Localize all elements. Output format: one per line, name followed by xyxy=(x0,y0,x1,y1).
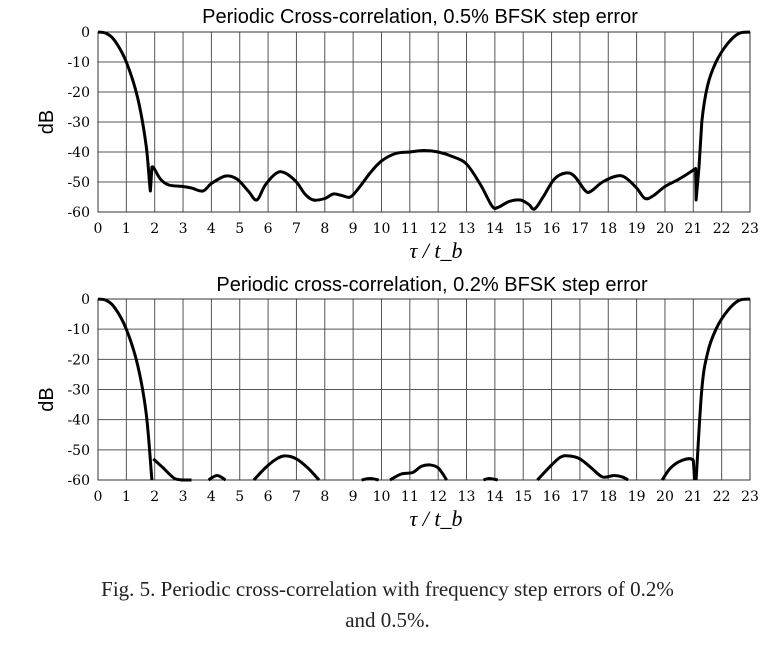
chart-title: Periodic Cross-correlation, 0.5% BFSK st… xyxy=(202,6,638,28)
y-tick-label: 0 xyxy=(81,292,90,308)
y-tick-label: 0 xyxy=(81,25,90,41)
x-tick-label: 19 xyxy=(628,221,646,237)
x-tick-label: 17 xyxy=(571,489,589,505)
data-line xyxy=(152,457,192,482)
data-line xyxy=(483,477,499,482)
chart-1: Periodic Cross-correlation, 0.5% BFSK st… xyxy=(36,6,759,263)
x-tick-label: 7 xyxy=(292,489,301,505)
chart-2: Periodic cross-correlation, 0.2% BFSK st… xyxy=(36,274,759,531)
data-line xyxy=(97,297,154,481)
x-tick-label: 14 xyxy=(486,489,504,505)
y-tick-label: -30 xyxy=(67,115,90,131)
x-tick-label: 19 xyxy=(628,489,646,505)
x-tick-label: 23 xyxy=(741,221,759,237)
chart-title: Periodic cross-correlation, 0.2% BFSK st… xyxy=(216,274,648,296)
caption-line-2: and 0.5%. xyxy=(345,608,430,632)
x-tick-label: 10 xyxy=(373,489,391,505)
x-tick-label: 21 xyxy=(684,489,702,505)
x-tick-label: 13 xyxy=(458,489,476,505)
x-tick-label: 1 xyxy=(122,489,131,505)
x-tick-label: 14 xyxy=(486,221,504,237)
data-line xyxy=(389,463,448,482)
x-tick-label: 0 xyxy=(94,489,103,505)
x-tick-label: 7 xyxy=(292,221,301,237)
y-tick-label: -60 xyxy=(67,473,90,489)
plot-frame xyxy=(97,298,751,481)
x-axis-label: τ / t_b xyxy=(409,506,462,531)
x-axis-label: τ / t_b xyxy=(409,238,462,263)
x-tick-label: 4 xyxy=(207,489,216,505)
x-tick-label: 21 xyxy=(684,221,702,237)
data-line xyxy=(252,454,321,482)
y-tick-label: -20 xyxy=(67,352,90,368)
x-tick-label: 17 xyxy=(571,221,589,237)
x-tick-label: 0 xyxy=(94,221,103,237)
y-tick-label: -50 xyxy=(67,175,90,191)
data-line xyxy=(536,454,629,482)
x-tick-label: 3 xyxy=(179,489,188,505)
x-tick-label: 8 xyxy=(320,489,329,505)
x-tick-label: 2 xyxy=(150,221,159,237)
x-tick-label: 11 xyxy=(401,221,419,237)
x-tick-label: 16 xyxy=(543,489,561,505)
x-tick-label: 13 xyxy=(458,221,476,237)
x-tick-label: 15 xyxy=(514,489,532,505)
x-tick-label: 12 xyxy=(429,489,447,505)
y-tick-label: -50 xyxy=(67,443,90,459)
y-axis-label: dB xyxy=(36,110,58,134)
x-tick-label: 10 xyxy=(373,221,391,237)
x-tick-label: 5 xyxy=(235,489,244,505)
data-line xyxy=(361,477,379,482)
caption-line-1: Fig. 5. Periodic cross-correlation with … xyxy=(101,577,674,601)
y-tick-label: -10 xyxy=(67,322,90,338)
y-tick-label: -20 xyxy=(67,85,90,101)
x-tick-label: 18 xyxy=(599,221,617,237)
x-tick-label: 4 xyxy=(207,221,216,237)
x-tick-label: 2 xyxy=(150,489,159,505)
x-tick-label: 22 xyxy=(713,489,731,505)
x-tick-label: 18 xyxy=(599,489,617,505)
x-tick-label: 23 xyxy=(741,489,759,505)
x-tick-label: 12 xyxy=(429,221,447,237)
x-tick-label: 16 xyxy=(543,221,561,237)
y-axis-label: dB xyxy=(36,387,58,411)
x-tick-label: 11 xyxy=(401,489,419,505)
plot-frame xyxy=(97,31,751,213)
x-tick-label: 3 xyxy=(179,221,188,237)
figure-charts: Periodic Cross-correlation, 0.5% BFSK st… xyxy=(36,6,759,531)
data-line xyxy=(207,474,227,482)
data-line xyxy=(660,457,697,481)
x-tick-label: 9 xyxy=(349,221,358,237)
data-line xyxy=(694,297,751,481)
x-tick-label: 22 xyxy=(713,221,731,237)
data-line xyxy=(97,30,751,211)
y-tick-label: -40 xyxy=(67,413,90,429)
y-tick-label: -60 xyxy=(67,205,90,221)
x-tick-label: 20 xyxy=(656,221,674,237)
x-tick-label: 6 xyxy=(264,221,273,237)
x-tick-label: 20 xyxy=(656,489,674,505)
x-tick-label: 5 xyxy=(235,221,244,237)
x-tick-label: 1 xyxy=(122,221,131,237)
x-tick-label: 8 xyxy=(320,221,329,237)
x-tick-label: 9 xyxy=(349,489,358,505)
x-tick-label: 15 xyxy=(514,221,532,237)
y-tick-label: -30 xyxy=(67,383,90,399)
y-tick-label: -10 xyxy=(67,55,90,71)
y-tick-label: -40 xyxy=(67,145,90,161)
x-tick-label: 6 xyxy=(264,489,273,505)
